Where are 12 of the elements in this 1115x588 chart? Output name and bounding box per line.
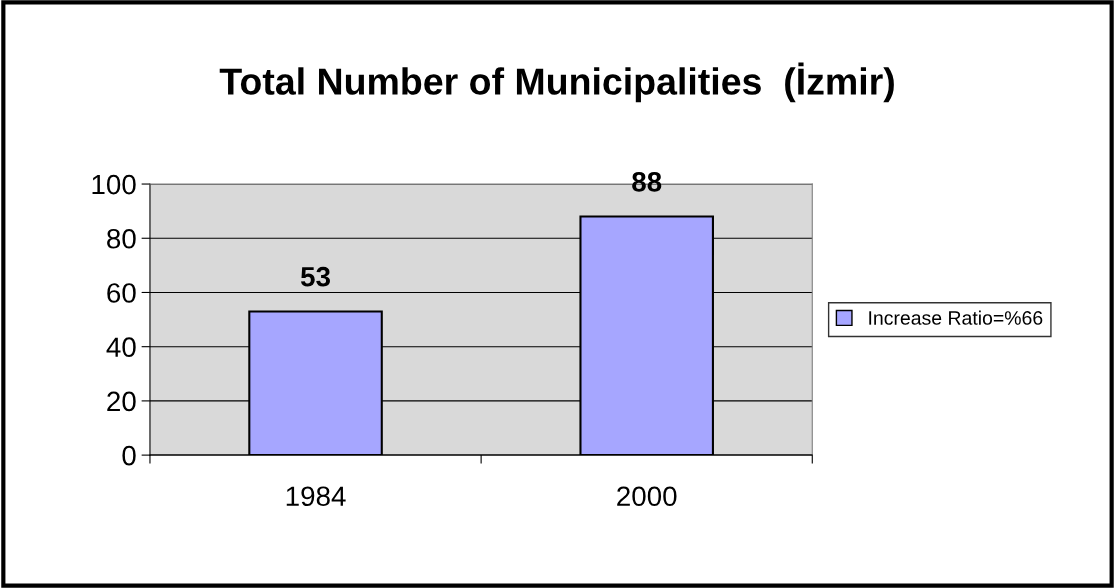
y-tick-label: 20	[107, 391, 136, 412]
chart-title: Total Number of Municipalities (İzmir)	[219, 62, 894, 103]
data-label: 53	[300, 266, 330, 287]
y-tick-label: 0	[122, 445, 136, 466]
y-tick-label: 80	[107, 228, 136, 249]
x-tick-label: 1984	[286, 486, 346, 507]
y-tick-label: 100	[92, 174, 136, 195]
legend-label: Increase Ratio=%66	[869, 310, 1043, 325]
x-tick-label: 2000	[617, 486, 677, 507]
y-tick-label: 40	[106, 337, 136, 358]
data-label: 88	[632, 171, 662, 192]
y-tick-label: 60	[107, 283, 136, 303]
